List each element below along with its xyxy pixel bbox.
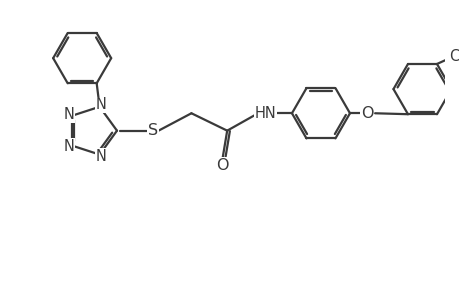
Text: O: O — [360, 106, 373, 121]
Text: Cl: Cl — [448, 49, 459, 64]
Text: N: N — [63, 107, 74, 122]
Text: N: N — [96, 149, 107, 164]
Text: N: N — [63, 139, 74, 154]
Text: N: N — [96, 97, 107, 112]
Text: HN: HN — [254, 106, 276, 121]
Text: O: O — [216, 158, 228, 173]
Text: S: S — [147, 123, 157, 138]
